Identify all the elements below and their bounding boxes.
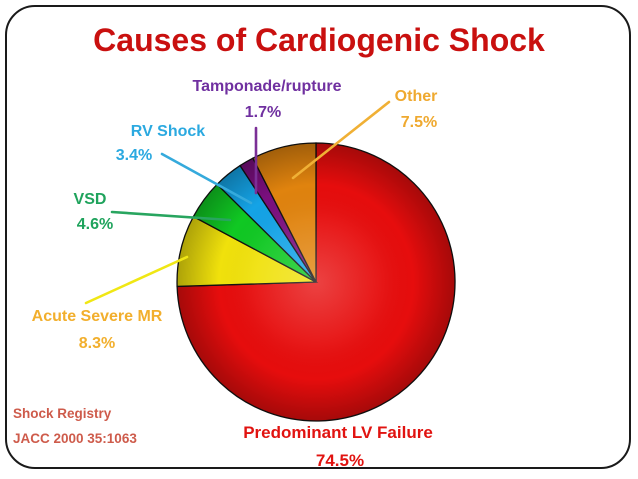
slice-pct-tamponade: 1.7%: [244, 104, 282, 121]
slice-label-vsd: VSD: [73, 191, 107, 208]
slice-pct-other: 7.5%: [400, 114, 438, 131]
slice-label-rv-shock: RV Shock: [130, 123, 206, 140]
slice-label-other: Other: [394, 88, 438, 105]
slice-pct-lv-failure: 74.5%: [315, 451, 365, 470]
slice-label-tamponade: Tamponade/rupture: [192, 78, 342, 95]
slice-label-acute-severe-mr: Acute Severe MR: [31, 308, 163, 325]
leader-line-vsd: [110, 210, 232, 222]
slice-label-lv-failure: Predominant LV Failure: [243, 423, 433, 442]
slice-pct-vsd: 4.6%: [76, 216, 114, 233]
leader-line-acute-severe-mr: [84, 255, 189, 305]
source-note-line1: Shock Registry: [13, 406, 112, 421]
page-title: Causes of Cardiogenic Shock: [93, 22, 545, 58]
slice-pct-rv-shock: 3.4%: [115, 147, 153, 164]
source-note-line2: JACC 2000 35:1063: [13, 431, 137, 446]
leader-line-rv-shock: [160, 152, 253, 205]
leader-line-other: [291, 100, 391, 180]
slice-pct-acute-severe-mr: 8.3%: [78, 335, 116, 352]
